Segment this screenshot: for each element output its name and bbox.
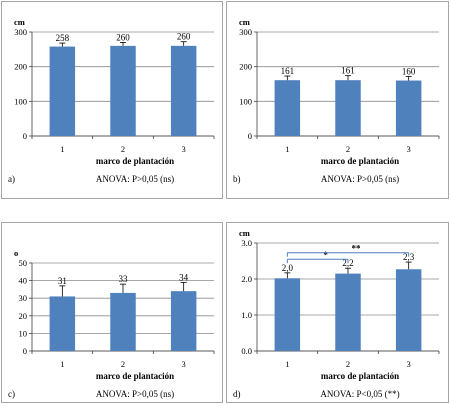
x-tick-label: 3: [182, 359, 186, 369]
y-axis-label: cm: [239, 17, 250, 27]
x-tick-label: 1: [285, 359, 289, 369]
data-label: 33: [119, 274, 129, 284]
y-tick-label: 2.0: [241, 274, 252, 284]
data-label: 31: [58, 276, 67, 286]
y-axis-label: cm: [14, 17, 25, 27]
bar: [49, 296, 76, 351]
x-tick-label: 2: [121, 144, 125, 154]
data-label: 161: [341, 66, 355, 76]
bar: [170, 45, 197, 136]
x-tick-label: 2: [346, 359, 350, 369]
chart-svg: 0 10 20 30 40 50o 31 1 33 2 34 3 marco de plantación…: [8, 248, 215, 399]
chart-svg: 0.0 1.0 2.0 3.0cm 2,0 1 2,2 2 2,3 3 marco de plant…: [233, 228, 440, 399]
bar: [395, 80, 422, 136]
y-tick-label: 0: [23, 346, 27, 356]
x-tick-label: 1: [60, 359, 64, 369]
y-axis-label: o: [14, 248, 18, 258]
y-tick-label: 200: [239, 62, 252, 72]
y-tick-label: 100: [239, 96, 252, 106]
x-axis-label: marco de plantación: [96, 156, 174, 166]
bar: [170, 291, 197, 351]
data-label: 258: [56, 33, 70, 43]
bar: [110, 45, 136, 136]
x-axis-label: marco de plantación: [321, 156, 399, 166]
panel-d: 0.0 1.0 2.0 3.0 cm 2,0 1 2,2 2 2,3 3 marco de plant…: [226, 222, 449, 403]
data-label: 2,0: [282, 263, 294, 273]
bar: [274, 80, 301, 136]
data-label: 160: [402, 66, 416, 76]
y-tick-label: 3.0: [241, 238, 252, 248]
data-label: 2,3: [403, 252, 415, 262]
bar: [335, 80, 361, 136]
data-label: 260: [116, 32, 130, 42]
bar: [335, 273, 361, 351]
y-tick-label: 10: [19, 328, 28, 338]
y-tick-label: 40: [19, 276, 28, 286]
significance-label: *: [323, 250, 328, 260]
x-axis-label: marco de plantación: [96, 371, 174, 381]
x-tick-label: 2: [121, 359, 125, 369]
bar: [395, 269, 422, 351]
anova-note: ANOVA: P>0,05 (ns): [96, 174, 174, 184]
panel-label: c): [8, 389, 15, 399]
data-label: 260: [177, 32, 191, 42]
data-label: 161: [281, 66, 295, 76]
significance-label: **: [352, 244, 362, 254]
y-tick-label: 30: [19, 293, 28, 303]
y-tick-label: 0.0: [241, 346, 252, 356]
y-tick-label: 20: [19, 311, 28, 321]
bar: [274, 278, 301, 351]
y-tick-label: 300: [239, 27, 252, 37]
anova-note: ANOVA: P<0,05 (**): [320, 389, 399, 399]
panel-a: 0 100 200 300 cm 258 1 260 2 260 3 marco de plantac…: [1, 1, 223, 199]
y-tick-label: 0: [248, 131, 252, 141]
bar: [49, 46, 76, 137]
x-tick-label: 3: [407, 144, 411, 154]
y-tick-label: 0: [23, 131, 27, 141]
x-tick-label: 2: [346, 144, 350, 154]
x-tick-label: 1: [285, 144, 289, 154]
data-label: 2,2: [342, 258, 353, 268]
x-tick-label: 3: [407, 359, 411, 369]
x-tick-label: 1: [60, 144, 64, 154]
y-tick-label: 200: [14, 62, 27, 72]
panel-label: a): [8, 174, 15, 184]
panel-b: 0 100 200 300 cm 161 1 161 2 160 3 marco de plantac…: [226, 1, 449, 199]
anova-note: ANOVA: P>0,05 (ns): [321, 174, 399, 184]
panel-label: d): [233, 389, 241, 399]
x-tick-label: 3: [182, 144, 186, 154]
x-axis-label: marco de plantación: [321, 371, 399, 381]
bar: [110, 292, 136, 351]
y-tick-label: 300: [14, 27, 27, 37]
y-tick-label: 50: [19, 258, 28, 268]
anova-note: ANOVA: P>0,05 (ns): [96, 389, 174, 399]
y-axis-label: cm: [239, 228, 250, 238]
y-tick-label: 100: [14, 96, 27, 106]
panel-label: b): [233, 174, 241, 184]
data-label: 34: [179, 272, 189, 282]
y-tick-label: 1.0: [241, 310, 252, 320]
panel-c: 0 10 20 30 40 50 o 31 1 33 2 34 3 marco de plantación…: [1, 222, 223, 403]
